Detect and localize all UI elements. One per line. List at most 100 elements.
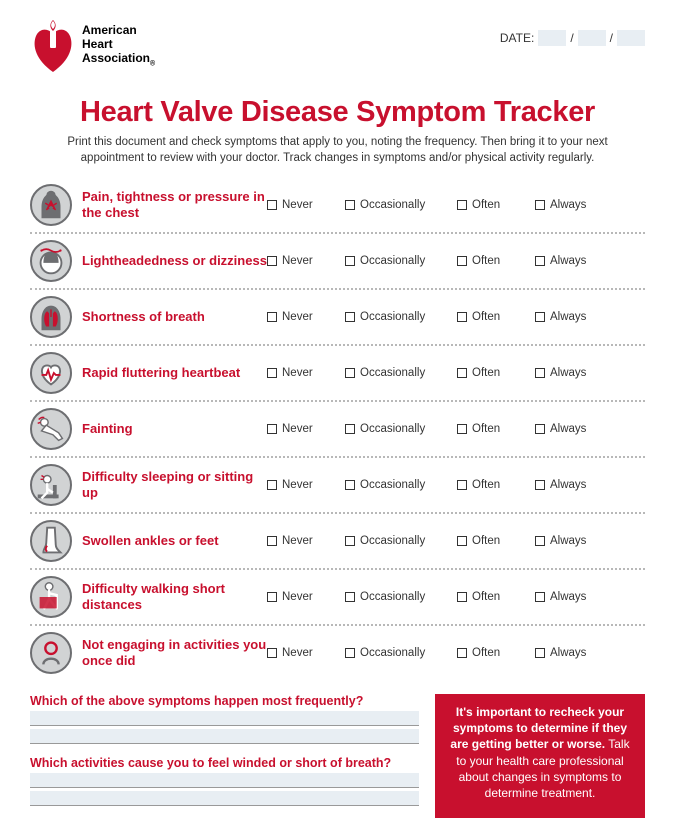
freq-option-often[interactable]: Often <box>457 199 535 211</box>
checkbox-icon[interactable] <box>345 424 355 434</box>
freq-option-always[interactable]: Always <box>535 535 607 547</box>
freq-option-often[interactable]: Often <box>457 423 535 435</box>
q2-line1[interactable] <box>30 773 419 788</box>
freq-option-often[interactable]: Often <box>457 255 535 267</box>
checkbox-icon[interactable] <box>267 592 277 602</box>
freq-option-always[interactable]: Always <box>535 367 607 379</box>
freq-option-never[interactable]: Never <box>267 423 345 435</box>
checkbox-icon[interactable] <box>535 256 545 266</box>
inactive-icon <box>30 632 72 674</box>
foot-icon <box>30 520 72 562</box>
checkbox-icon[interactable] <box>457 200 467 210</box>
freq-label: Never <box>282 591 313 603</box>
checkbox-icon[interactable] <box>345 312 355 322</box>
checkbox-icon[interactable] <box>457 648 467 658</box>
freq-label: Never <box>282 199 313 211</box>
checkbox-icon[interactable] <box>535 424 545 434</box>
checkbox-icon[interactable] <box>457 368 467 378</box>
questions-block: Which of the above symptoms happen most … <box>30 694 419 818</box>
checkbox-icon[interactable] <box>267 536 277 546</box>
checkbox-icon[interactable] <box>345 480 355 490</box>
checkbox-icon[interactable] <box>267 256 277 266</box>
freq-option-never[interactable]: Never <box>267 367 345 379</box>
freq-option-occasionally[interactable]: Occasionally <box>345 311 457 323</box>
checkbox-icon[interactable] <box>535 312 545 322</box>
freq-option-often[interactable]: Often <box>457 535 535 547</box>
freq-label: Never <box>282 367 313 379</box>
symptom-list: Pain, tightness or pressure in the chest… <box>30 178 645 680</box>
symptom-row: Shortness of breath NeverOccasionallyOft… <box>30 290 645 346</box>
freq-option-never[interactable]: Never <box>267 255 345 267</box>
freq-option-always[interactable]: Always <box>535 199 607 211</box>
freq-option-always[interactable]: Always <box>535 255 607 267</box>
org-line1: American <box>82 24 155 38</box>
freq-option-often[interactable]: Often <box>457 311 535 323</box>
checkbox-icon[interactable] <box>535 536 545 546</box>
freq-option-occasionally[interactable]: Occasionally <box>345 423 457 435</box>
checkbox-icon[interactable] <box>267 480 277 490</box>
q2-line2[interactable] <box>30 791 419 806</box>
checkbox-icon[interactable] <box>345 536 355 546</box>
freq-option-always[interactable]: Always <box>535 311 607 323</box>
checkbox-icon[interactable] <box>457 312 467 322</box>
freq-option-occasionally[interactable]: Occasionally <box>345 479 457 491</box>
freq-option-never[interactable]: Never <box>267 199 345 211</box>
checkbox-icon[interactable] <box>267 312 277 322</box>
freq-option-often[interactable]: Often <box>457 591 535 603</box>
checkbox-icon[interactable] <box>535 480 545 490</box>
symptom-row: Difficulty walking short distances Never… <box>30 570 645 626</box>
checkbox-icon[interactable] <box>535 592 545 602</box>
freq-label: Occasionally <box>360 199 425 211</box>
checkbox-icon[interactable] <box>345 256 355 266</box>
freq-option-never[interactable]: Never <box>267 591 345 603</box>
freq-option-often[interactable]: Often <box>457 479 535 491</box>
date-month-input[interactable] <box>538 30 566 46</box>
date-year-input[interactable] <box>617 30 645 46</box>
checkbox-icon[interactable] <box>457 480 467 490</box>
freq-label: Often <box>472 367 500 379</box>
checkbox-icon[interactable] <box>457 536 467 546</box>
date-day-input[interactable] <box>578 30 606 46</box>
org-line2: Heart <box>82 38 155 52</box>
q1-line1[interactable] <box>30 711 419 726</box>
checkbox-icon[interactable] <box>267 424 277 434</box>
freq-option-always[interactable]: Always <box>535 647 607 659</box>
checkbox-icon[interactable] <box>345 648 355 658</box>
q1-line2[interactable] <box>30 729 419 744</box>
freq-option-always[interactable]: Always <box>535 423 607 435</box>
freq-option-occasionally[interactable]: Occasionally <box>345 647 457 659</box>
freq-option-often[interactable]: Often <box>457 367 535 379</box>
freq-option-never[interactable]: Never <box>267 647 345 659</box>
question-1: Which of the above symptoms happen most … <box>30 694 419 744</box>
freq-option-occasionally[interactable]: Occasionally <box>345 535 457 547</box>
checkbox-icon[interactable] <box>345 592 355 602</box>
freq-option-occasionally[interactable]: Occasionally <box>345 199 457 211</box>
checkbox-icon[interactable] <box>535 200 545 210</box>
checkbox-icon[interactable] <box>457 592 467 602</box>
freq-option-never[interactable]: Never <box>267 479 345 491</box>
freq-option-occasionally[interactable]: Occasionally <box>345 367 457 379</box>
freq-label: Often <box>472 199 500 211</box>
checkbox-icon[interactable] <box>267 648 277 658</box>
freq-option-always[interactable]: Always <box>535 591 607 603</box>
freq-option-always[interactable]: Always <box>535 479 607 491</box>
freq-option-occasionally[interactable]: Occasionally <box>345 255 457 267</box>
freq-option-often[interactable]: Often <box>457 647 535 659</box>
checkbox-icon[interactable] <box>457 256 467 266</box>
dizzy-icon <box>30 240 72 282</box>
freq-label: Never <box>282 423 313 435</box>
checkbox-icon[interactable] <box>267 200 277 210</box>
freq-label: Often <box>472 535 500 547</box>
checkbox-icon[interactable] <box>535 368 545 378</box>
checkbox-icon[interactable] <box>457 424 467 434</box>
freq-option-occasionally[interactable]: Occasionally <box>345 591 457 603</box>
checkbox-icon[interactable] <box>345 368 355 378</box>
date-field[interactable]: DATE: / / <box>500 30 645 46</box>
freq-options: Never Occasionally OftenAlways <box>267 647 645 659</box>
checkbox-icon[interactable] <box>267 368 277 378</box>
checkbox-icon[interactable] <box>535 648 545 658</box>
freq-label: Occasionally <box>360 647 425 659</box>
freq-option-never[interactable]: Never <box>267 311 345 323</box>
checkbox-icon[interactable] <box>345 200 355 210</box>
freq-option-never[interactable]: Never <box>267 535 345 547</box>
